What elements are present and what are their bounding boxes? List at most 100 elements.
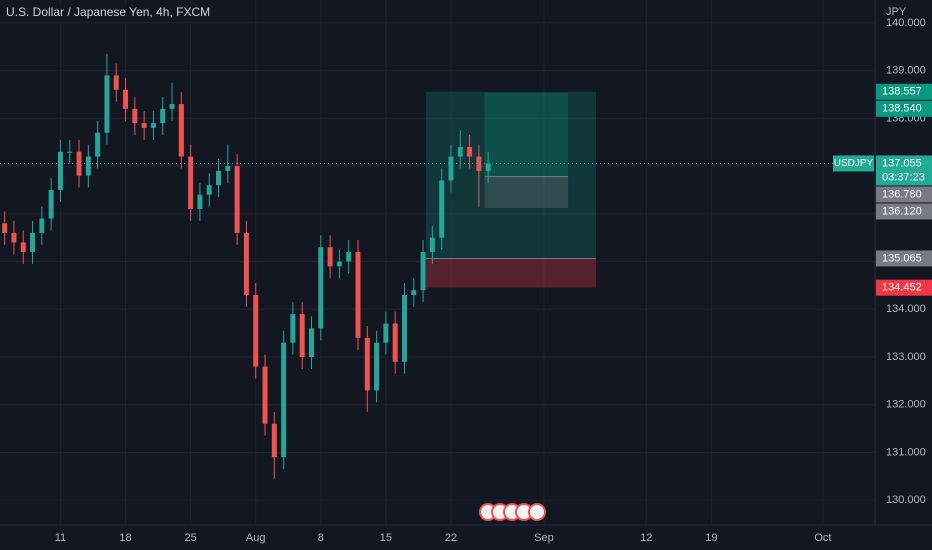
- candle-body: [429, 237, 435, 252]
- x-tick-label: Oct: [814, 532, 831, 544]
- candle-body: [467, 147, 473, 157]
- candle-body: [30, 232, 36, 252]
- chart-title: U.S. Dollar / Japanese Yen, 4h, FXCM: [6, 5, 210, 19]
- price-label: 136.120: [882, 205, 922, 217]
- x-tick-label: 22: [445, 532, 457, 544]
- target-zone: [425, 91, 597, 259]
- price-label-bg: [876, 83, 932, 100]
- y-tick-label: 131.000: [886, 446, 926, 458]
- candle-body: [234, 166, 240, 233]
- candle-body: [439, 180, 445, 238]
- candle-body: [346, 252, 352, 262]
- x-tick-label: 12: [640, 532, 652, 544]
- candle-body: [20, 242, 26, 252]
- plot-area: [0, 0, 875, 525]
- event-icon: [528, 503, 546, 521]
- candle-body: [132, 108, 138, 124]
- x-tick-label: 25: [184, 532, 196, 544]
- symbol-label: USDJPY: [834, 158, 874, 169]
- target-zone: [484, 92, 569, 177]
- x-tick-label: 18: [119, 532, 131, 544]
- price-label: 138.557: [882, 86, 922, 98]
- price-label: 134.452: [882, 282, 922, 294]
- candle-body: [401, 294, 407, 362]
- x-tick-label: 15: [380, 532, 392, 544]
- candle-body: [95, 132, 101, 157]
- x-tick-label: 19: [705, 532, 717, 544]
- price-label-bg: [876, 186, 932, 203]
- candle-body: [448, 156, 454, 181]
- price-label-bg: [876, 100, 932, 117]
- candle-body: [225, 166, 231, 171]
- y-tick-label: 132.000: [886, 399, 926, 411]
- x-tick-label: Sep: [534, 532, 554, 544]
- candle-body: [160, 108, 166, 124]
- price-label: 136.780: [882, 188, 922, 200]
- candle-body: [141, 123, 147, 128]
- candle-body: [299, 314, 305, 357]
- x-tick-label: Aug: [246, 532, 266, 544]
- price-label-bg: [876, 203, 932, 220]
- candle-body: [169, 104, 175, 109]
- candle-body: [76, 151, 82, 176]
- price-label-bg: [876, 279, 932, 296]
- price-label-bg: [876, 250, 932, 267]
- candle-body: [262, 366, 268, 424]
- candle-body: [281, 342, 287, 458]
- candle-body: [327, 247, 333, 267]
- candle-body: [374, 342, 380, 391]
- event-icons: [479, 503, 546, 521]
- candle-body: [253, 294, 259, 367]
- stop-zone: [484, 176, 569, 209]
- candle-body: [188, 156, 194, 210]
- candle-body: [383, 323, 389, 343]
- candle-body: [11, 232, 17, 243]
- candle-body: [271, 423, 277, 458]
- candle-body: [48, 189, 54, 219]
- candle-body: [476, 156, 482, 171]
- y-tick-label: 130.000: [886, 494, 926, 506]
- candle-body: [290, 314, 296, 343]
- currency-label: JPY: [886, 6, 907, 18]
- candle-body: [392, 323, 398, 362]
- title-bg: [0, 4, 230, 22]
- candle-body: [216, 170, 222, 186]
- candle-body: [197, 194, 203, 210]
- y-tick-label: 133.000: [886, 351, 926, 363]
- candle-body: [318, 247, 324, 329]
- candle-body: [2, 223, 8, 233]
- candle-body: [85, 156, 91, 176]
- candle-body: [123, 89, 129, 109]
- candle-body: [178, 104, 184, 157]
- price-label-bg: [876, 155, 932, 186]
- price-label: 137.055: [882, 157, 922, 169]
- candle-body: [39, 218, 45, 233]
- candle-body: [104, 75, 110, 133]
- candle-body: [243, 232, 249, 295]
- candle-body: [457, 147, 463, 157]
- y-tick-label: 140.000: [886, 17, 926, 29]
- candle-body: [150, 123, 156, 128]
- candle-body: [355, 252, 361, 338]
- candle-body: [113, 75, 119, 90]
- stop-zone: [425, 258, 597, 288]
- candle-body: [309, 328, 315, 357]
- candle-body: [206, 185, 212, 195]
- candle-body: [420, 252, 426, 291]
- x-tick-label: 8: [318, 532, 324, 544]
- candle-body: [57, 151, 63, 190]
- price-label: 138.540: [882, 103, 922, 115]
- candle-body: [364, 337, 370, 391]
- candle-body: [336, 261, 342, 267]
- candle-body: [67, 151, 73, 153]
- candle-body: [485, 163, 491, 171]
- y-tick-label: 139.000: [886, 65, 926, 77]
- candle-body: [411, 290, 417, 295]
- countdown-label: 03:37:23: [882, 171, 925, 183]
- x-tick-label: 11: [55, 532, 66, 544]
- symbol-label-bg: [833, 155, 874, 172]
- price-label: 135.065: [882, 252, 922, 264]
- y-tick-label: 134.000: [886, 303, 926, 315]
